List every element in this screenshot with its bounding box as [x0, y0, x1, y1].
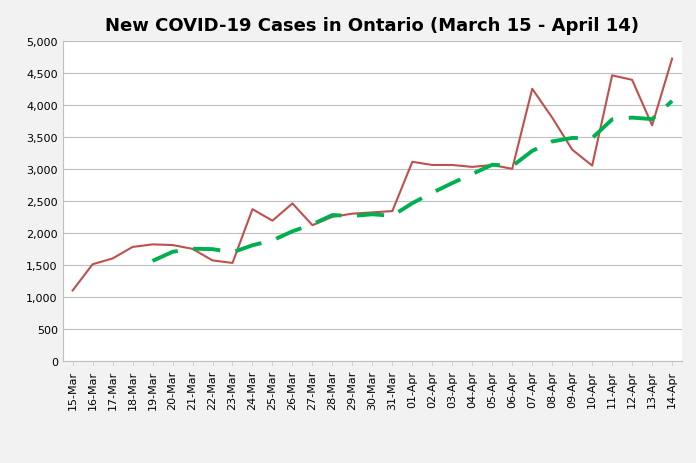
Title: New COVID-19 Cases in Ontario (March 15 - April 14): New COVID-19 Cases in Ontario (March 15 … [105, 17, 640, 35]
